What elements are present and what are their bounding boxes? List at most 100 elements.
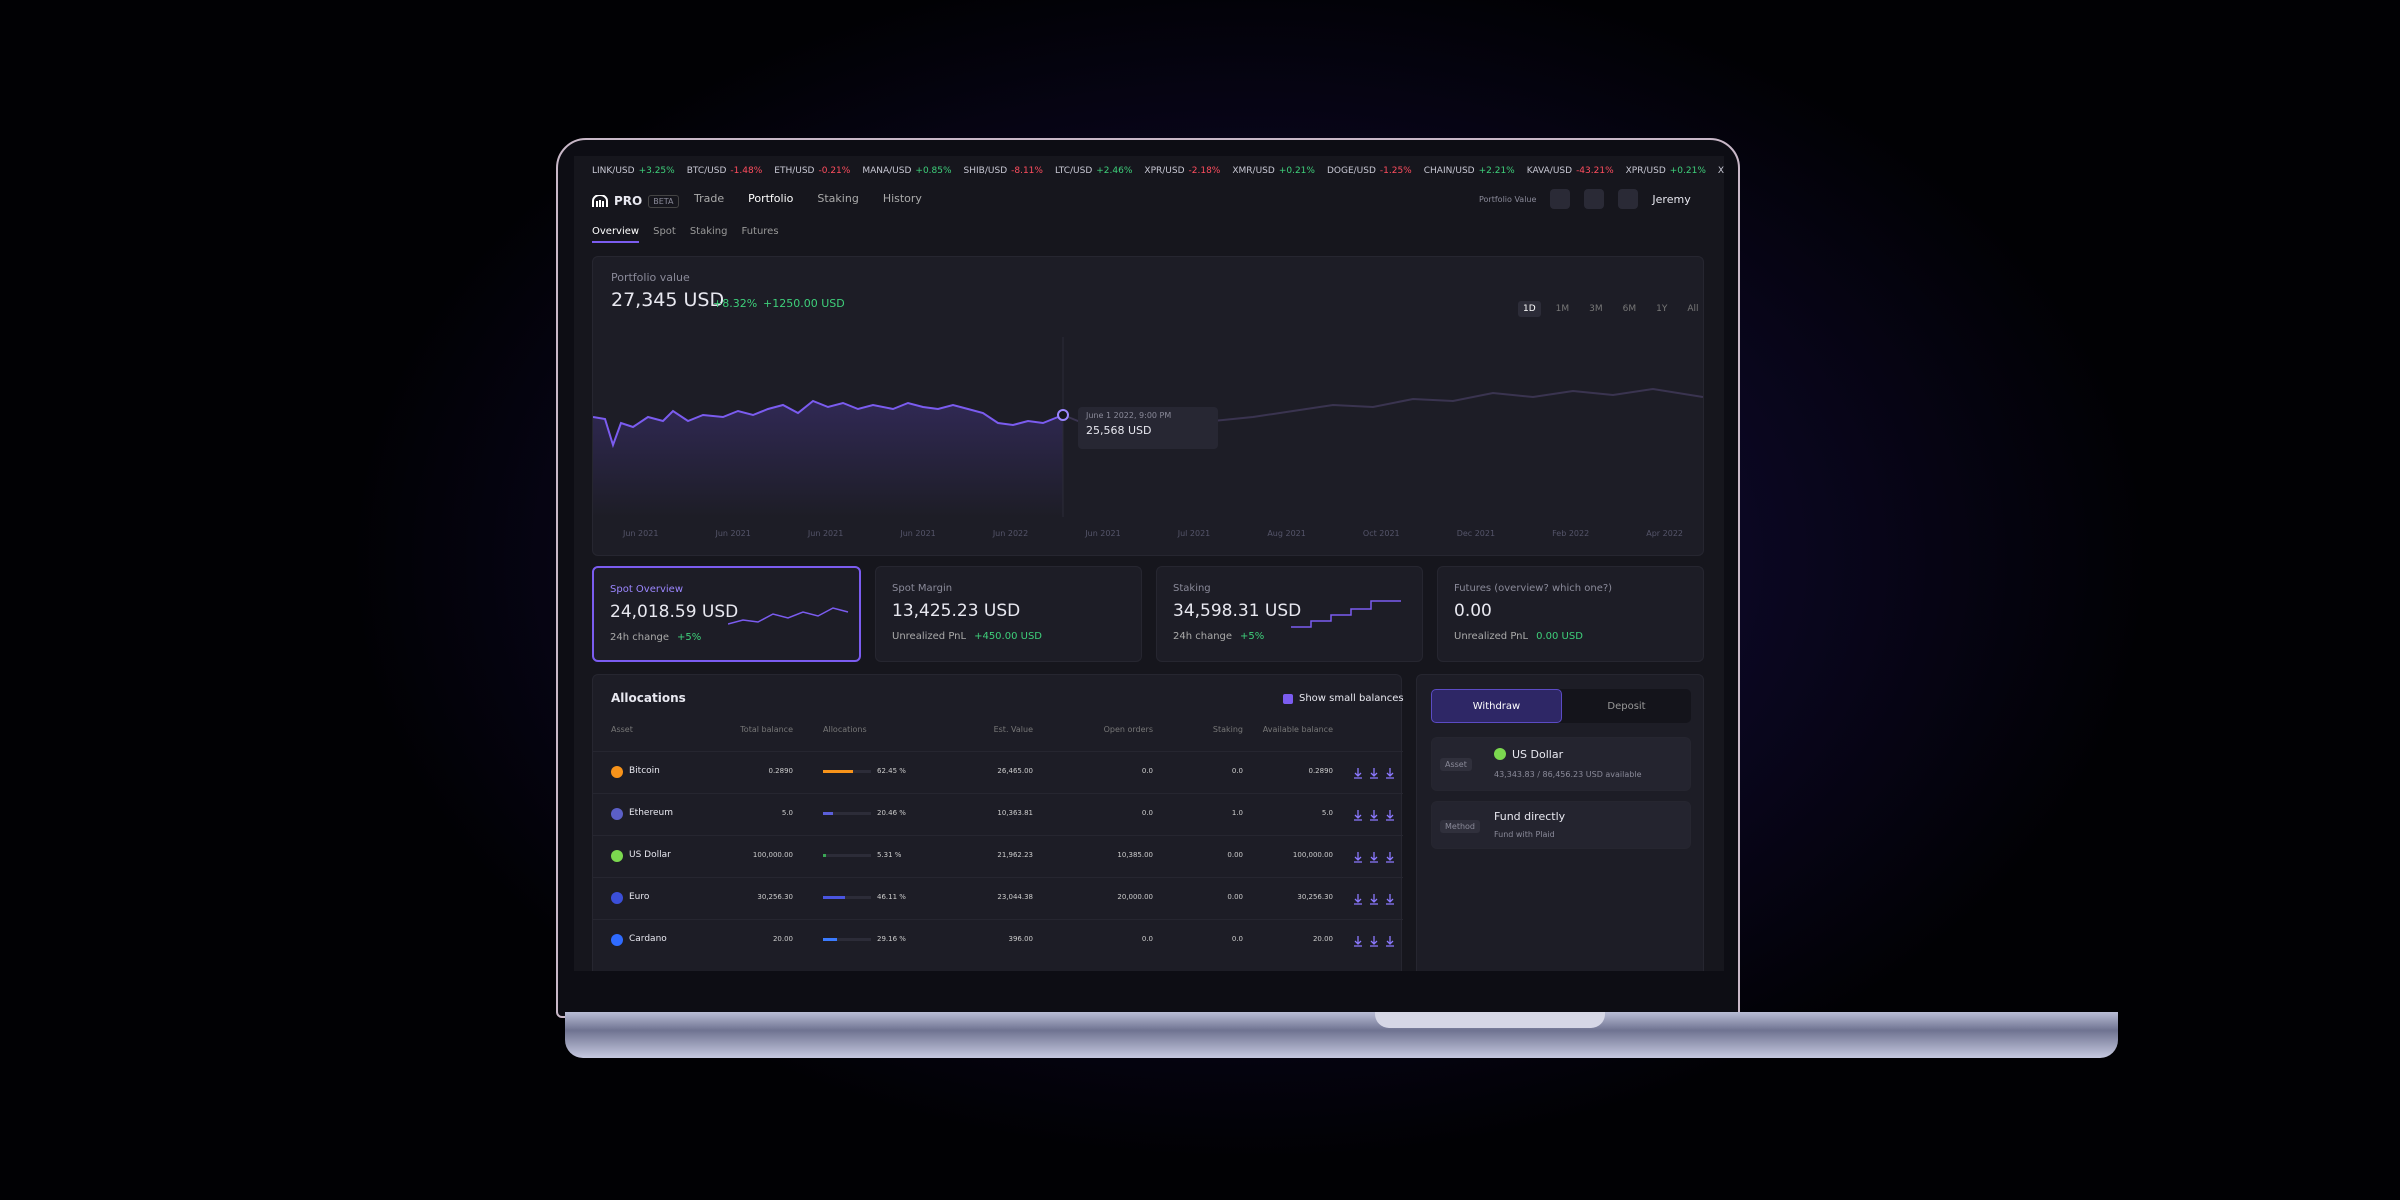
- cell-available: 5.0: [1321, 809, 1333, 817]
- x-label: Oct 2021: [1362, 529, 1400, 538]
- action-button[interactable]: [1385, 890, 1395, 905]
- action-button[interactable]: [1353, 932, 1363, 947]
- range-button[interactable]: 3M: [1589, 304, 1603, 314]
- nav-tab[interactable]: Staking: [817, 192, 859, 205]
- range-button[interactable]: 1D: [1518, 301, 1541, 317]
- portfolio-value-label: Portfolio Value: [1479, 194, 1537, 204]
- portfolio-line: [593, 337, 1703, 517]
- range-button[interactable]: 1Y: [1656, 304, 1668, 314]
- range-button[interactable]: 1M: [1555, 304, 1570, 314]
- ticker-pair: BTC/USD: [686, 166, 727, 176]
- transfer-tabs: Withdraw Deposit: [1431, 689, 1691, 723]
- sub-tab[interactable]: Futures: [741, 226, 779, 237]
- portfolio-change-usd: +1250.00 USD: [763, 297, 845, 310]
- x-label: Jun 2021: [623, 529, 659, 538]
- sub-tab[interactable]: Spot: [653, 226, 676, 237]
- ticker-item: CHAIN/USD +2.21%: [1424, 166, 1515, 176]
- brand-name: PRO: [614, 194, 643, 208]
- tooltip: June 1 2022, 9:00 PM 25,568 USD: [1078, 407, 1218, 449]
- ticker-pair: XMR/USD: [1717, 166, 1724, 176]
- sub-tab[interactable]: Overview: [592, 226, 640, 243]
- action-button[interactable]: [1385, 806, 1395, 821]
- action-button[interactable]: [1369, 806, 1379, 821]
- card-title: Spot Overview: [610, 584, 683, 595]
- ticker-pair: XPR/USD: [1144, 166, 1185, 176]
- cell-est: 23,044.38: [997, 893, 1033, 901]
- ticker-change: -1.48%: [730, 166, 763, 176]
- asset-name: US Dollar: [629, 850, 671, 860]
- cell-total: 0.2890: [768, 767, 794, 775]
- action-button[interactable]: [1353, 890, 1363, 905]
- ticker-change: -1.25%: [1379, 166, 1412, 176]
- method-detail: Fund with Plaid: [1494, 830, 1555, 839]
- icon-button[interactable]: [1584, 189, 1605, 209]
- action-button[interactable]: [1369, 764, 1379, 779]
- ticker: LINK/USD +3.25% BTC/USD -1.48% ETH/USD -0.21%…: [592, 166, 1724, 176]
- action-button[interactable]: [1385, 848, 1395, 863]
- ticker-change: -8.11%: [1011, 166, 1043, 176]
- summary-card[interactable]: Spot Margin 13,425.23 USD Unrealized PnL +4…: [875, 566, 1142, 662]
- ticker-item: BTC/USD -1.48%: [687, 166, 763, 176]
- icon-button[interactable]: [1550, 189, 1571, 209]
- coin-icon: [611, 808, 623, 820]
- method-select[interactable]: Method Fund directly Fund with Plaid: [1431, 801, 1691, 849]
- asset-select[interactable]: Asset US Dollar 43,343.83 / 86,456.23 US…: [1431, 737, 1691, 791]
- action-button[interactable]: [1369, 890, 1379, 905]
- range-selector: 1D 1M 3M 6M 1Y All: [1518, 301, 1704, 317]
- card-title: Staking: [1173, 583, 1211, 594]
- cell-est: 396.00: [1008, 935, 1034, 943]
- allocation-label: 20.46 %: [877, 809, 906, 817]
- transfer-tab[interactable]: Withdraw: [1431, 689, 1562, 723]
- nav-tab[interactable]: History: [882, 192, 922, 205]
- sub-tab[interactable]: Staking: [689, 226, 728, 237]
- action-button[interactable]: [1385, 932, 1395, 947]
- ticker-change: +2.21%: [1478, 166, 1515, 176]
- icon-button[interactable]: [1618, 189, 1639, 209]
- cell-staking: 0.00: [1227, 893, 1243, 901]
- ticker-item: ETH/USD -0.21%: [774, 166, 850, 176]
- table-row[interactable]: Cardano 20.00 396.00 0.0 0.0 20.00 29.16 %: [593, 919, 1403, 960]
- allocation-label: 5.31 %: [877, 851, 902, 859]
- range-button[interactable]: All: [1687, 304, 1699, 314]
- table-row[interactable]: US Dollar 100,000.00 21,962.23 10,385.00 0.0…: [593, 835, 1403, 876]
- action-button[interactable]: [1353, 806, 1363, 821]
- table-row[interactable]: Bitcoin 0.2890 26,465.00 0.0 0.0 0.2890 62.45 …: [593, 751, 1403, 792]
- checkbox[interactable]: [1283, 693, 1293, 704]
- card-value: 34,598.31 USD: [1173, 601, 1302, 621]
- summary-card[interactable]: Staking 34,598.31 USD 24h change +5%: [1156, 566, 1423, 662]
- allocation-bar: [823, 938, 837, 941]
- summary-card[interactable]: Spot Overview 24,018.59 USD 24h change +5%: [592, 566, 861, 662]
- action-button[interactable]: [1353, 764, 1363, 779]
- cell-total: 30,256.30: [757, 893, 793, 901]
- coin-icon: [611, 892, 623, 904]
- summary-card[interactable]: Futures (overview? which one?) 0.00 Unreal…: [1437, 566, 1704, 662]
- ticker-item: XPR/USD -2.18%: [1144, 166, 1220, 176]
- ticker-pair: SHIB/USD: [963, 166, 1008, 176]
- cell-open: 20,000.00: [1117, 893, 1153, 901]
- ticker-item: LINK/USD +3.25%: [592, 166, 675, 176]
- action-button[interactable]: [1369, 848, 1379, 863]
- table-row[interactable]: Ethereum 5.0 10,363.81 0.0 1.0 5.0 20.46 %: [593, 793, 1403, 834]
- nav-tab[interactable]: Trade: [694, 192, 725, 205]
- ticker-change: +0.21%: [1669, 166, 1706, 176]
- ticker-change: +0.21%: [1278, 166, 1315, 176]
- tooltip-date: June 1 2022, 9:00 PM: [1086, 411, 1172, 420]
- user-menu[interactable]: Jeremy: [1652, 192, 1691, 206]
- sparkline: [1291, 600, 1401, 628]
- action-button[interactable]: [1369, 932, 1379, 947]
- action-button[interactable]: [1353, 848, 1363, 863]
- transfer-tab[interactable]: Deposit: [1607, 700, 1646, 712]
- small-balance-toggle[interactable]: Show small balances: [1283, 693, 1404, 704]
- x-label: Apr 2022: [1646, 529, 1683, 538]
- ticker-change: -2.18%: [1188, 166, 1221, 176]
- x-label: Aug 2021: [1267, 529, 1306, 538]
- nav-tab[interactable]: Portfolio: [748, 192, 794, 205]
- ticker-item: KAVA/USD -43.21%: [1527, 166, 1614, 176]
- table-row[interactable]: Euro 30,256.30 23,044.38 20,000.00 0.00 30,25…: [593, 877, 1403, 918]
- action-button[interactable]: [1385, 764, 1395, 779]
- range-button[interactable]: 6M: [1622, 304, 1637, 314]
- ticker-item: XMR/USD+12.21%: [1718, 166, 1724, 176]
- allocation-bar: [823, 854, 826, 857]
- nav-tabs: Trade Portfolio Staking History: [694, 192, 922, 205]
